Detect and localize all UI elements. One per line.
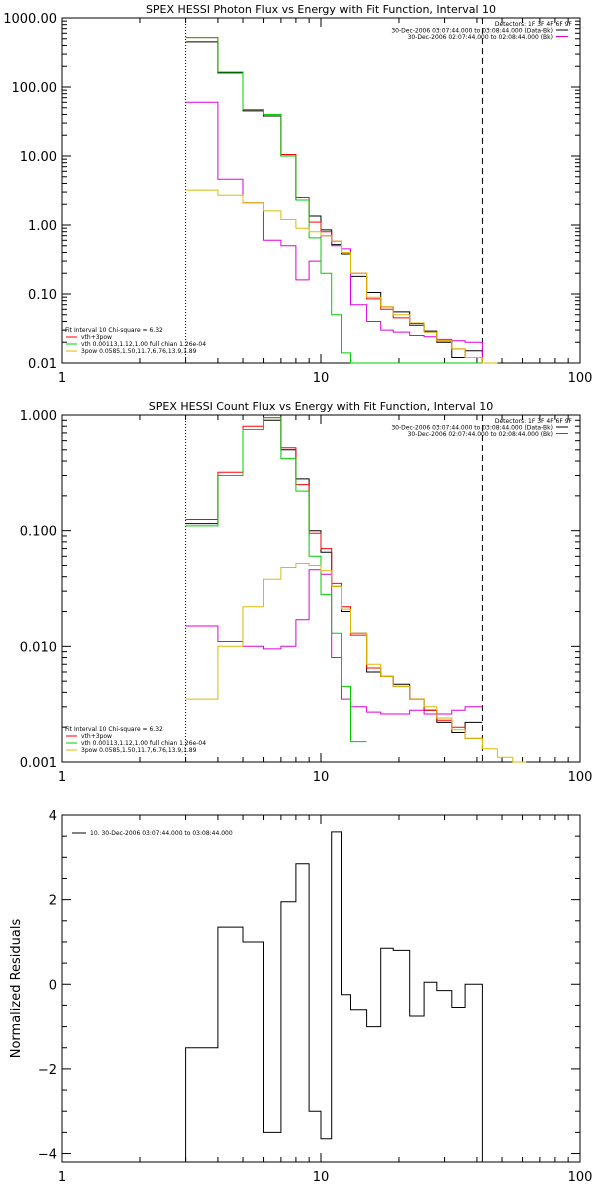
x-tick-label: 10 <box>313 770 330 785</box>
series-2-step-line <box>185 417 483 739</box>
chart-1: SPEX HESSI Photon Flux vs Energy with Fi… <box>3 3 592 386</box>
y-tick-label: 4 <box>49 809 57 824</box>
y-tick-label: 0.010 <box>20 640 57 655</box>
x-tick-label: 10 <box>313 371 330 386</box>
fit-info-line: vth 0.00113,1.12,1.00 full chian 1.26e-0… <box>81 341 206 348</box>
fit-info-line: vth+3pow <box>81 733 112 740</box>
plot-frame <box>61 17 581 364</box>
y-tick-label: 1.00 <box>28 219 57 234</box>
header-line: 30-Dec-2006 03:07:44.000 to 03:08:44.000… <box>391 425 553 432</box>
chart-2: SPEX HESSI Count Flux vs Energy with Fit… <box>20 400 593 785</box>
header-line: 30-Dec-2006 03:07:44.000 to 03:08:44.000… <box>391 28 553 35</box>
x-tick-label: 10 <box>313 1170 330 1185</box>
x-tick-label: 100 <box>568 770 593 785</box>
series-2-step-line <box>185 37 498 364</box>
residual-legend-label: 10. 30-Dec-2006 03:07:44.000 to 03:08:44… <box>90 830 233 837</box>
y-tick-label: 1.000 <box>20 409 57 424</box>
x-tick-label: 100 <box>568 1170 593 1185</box>
y-tick-label: 0.10 <box>28 288 57 303</box>
series-1-step-line <box>185 419 483 733</box>
header-line: Detectors: 1F 3F 4F 6F 9F <box>495 21 573 28</box>
chart-title: SPEX HESSI Photon Flux vs Energy with Fi… <box>146 3 496 16</box>
y-tick-label: 10.00 <box>20 150 57 165</box>
chart-title: SPEX HESSI Count Flux vs Energy with Fit… <box>149 400 493 413</box>
y-tick-label: 0.001 <box>20 756 57 771</box>
series-1-step-line <box>185 831 483 1162</box>
y-tick-label: −4 <box>38 1148 57 1163</box>
chart-3: 1 10 100 4 2 0 −2 −4 Normalized Residuals 10. 30-… <box>9 809 592 1185</box>
series-4-step-line <box>185 417 367 743</box>
y-tick-label: 2 <box>49 894 57 909</box>
x-tick-label: 100 <box>568 371 593 386</box>
fit-info-line: vth+3pow <box>81 334 112 341</box>
fit-info-line: 3pow 0.0585,1.50,11.7,6.76,13.9,1.89 <box>81 747 197 754</box>
y-tick-label: 100.00 <box>12 81 58 96</box>
series-4-step-line <box>185 37 498 364</box>
y-axis-label: Normalized Residuals <box>9 919 24 1059</box>
x-tick-label: 1 <box>58 1170 66 1185</box>
header-line: Detectors: 1F 3F 4F 6F 9F <box>495 418 573 425</box>
header-line: 30-Dec-2006 02:07:44.000 to 02:08:44.000… <box>408 431 553 438</box>
fit-info-line: Fit Interval 10 Chi-square = 6.32 <box>65 726 163 733</box>
series-3-step-line <box>185 101 498 364</box>
y-tick-label: 1000.00 <box>3 12 57 27</box>
plot-frame <box>61 814 581 1163</box>
fit-info-line: vth 0.00113,1.12,1.00 full chian 1.26e-0… <box>81 740 206 747</box>
y-tick-label: 0.100 <box>20 525 57 540</box>
fit-info-line: Fit Interval 10 Chi-square = 6.32 <box>65 327 163 334</box>
y-tick-label: 0 <box>49 978 57 993</box>
y-tick-label: 0.01 <box>28 357 57 372</box>
y-tick-label: −2 <box>38 1063 57 1078</box>
x-tick-label: 1 <box>58 770 66 785</box>
series-5-step-line <box>185 563 527 763</box>
fit-info-line: 3pow 0.0585,1.50,11.7,6.76,13.9,1.89 <box>81 348 197 355</box>
header-line: 30-Dec-2006 02:07:44.000 to 02:08:44.000… <box>408 34 553 41</box>
series-3-step-line <box>185 569 483 715</box>
series-5-step-line <box>185 189 498 364</box>
x-tick-label: 1 <box>58 371 66 386</box>
